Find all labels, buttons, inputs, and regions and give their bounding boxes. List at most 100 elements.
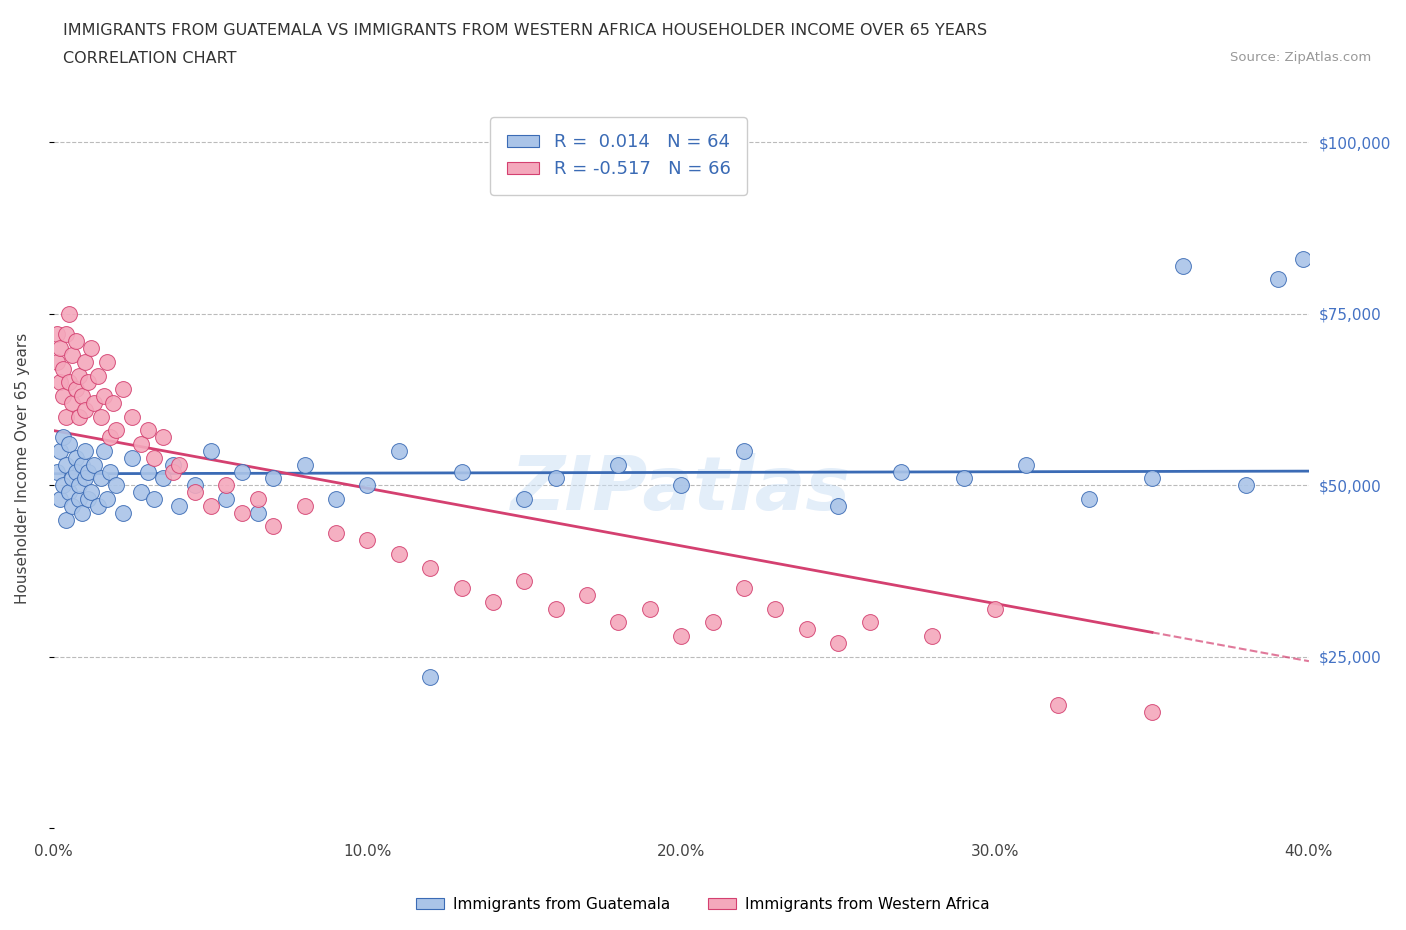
Point [49, 492, 72, 507]
Point [136, 423, 159, 438]
Point [70, 505, 93, 520]
Text: Source: ZipAtlas.com: Source: ZipAtlas.com [1230, 51, 1371, 64]
Point [49, 444, 72, 458]
Point [111, 505, 134, 520]
Point [143, 450, 166, 465]
Legend: R =  0.014   N = 64, R = -0.517   N = 66: R = 0.014 N = 64, R = -0.517 N = 66 [491, 117, 747, 194]
Point [246, 505, 269, 520]
Point [90, 471, 112, 485]
Point [93, 444, 115, 458]
Point [356, 478, 378, 493]
Point [96, 492, 118, 507]
Point [1291, 251, 1313, 266]
Point [733, 580, 755, 595]
Point [45, 354, 67, 369]
Point [62, 395, 84, 410]
Point [55, 327, 77, 342]
Point [162, 464, 184, 479]
Point [215, 478, 238, 493]
Point [1267, 272, 1289, 287]
Point [55, 409, 77, 424]
Point [513, 492, 536, 507]
Point [1015, 458, 1038, 472]
Point [98, 430, 121, 445]
Point [1140, 471, 1163, 485]
Point [544, 602, 567, 617]
Point [67, 478, 90, 493]
Point [419, 670, 441, 684]
Point [45, 327, 67, 342]
Point [65, 464, 87, 479]
Point [544, 471, 567, 485]
Point [49, 375, 72, 390]
Point [52, 430, 75, 445]
Point [890, 464, 912, 479]
Point [93, 389, 115, 404]
Point [450, 464, 472, 479]
Point [294, 458, 316, 472]
Point [184, 485, 207, 499]
Point [215, 492, 238, 507]
Point [419, 560, 441, 575]
Point [1078, 492, 1101, 507]
Point [58, 485, 80, 499]
Point [131, 485, 153, 499]
Point [96, 354, 118, 369]
Point [55, 512, 77, 527]
Point [105, 423, 128, 438]
Point [65, 382, 87, 397]
Point [607, 615, 630, 630]
Point [356, 533, 378, 548]
Point [325, 525, 347, 540]
Point [1234, 478, 1257, 493]
Point [77, 492, 100, 507]
Point [388, 444, 411, 458]
Point [733, 444, 755, 458]
Point [827, 635, 849, 650]
Text: CORRELATION CHART: CORRELATION CHART [63, 51, 236, 66]
Point [671, 629, 693, 644]
Y-axis label: Householder Income Over 65 years: Householder Income Over 65 years [15, 333, 30, 604]
Point [576, 588, 599, 603]
Point [58, 375, 80, 390]
Point [65, 450, 87, 465]
Point [121, 450, 143, 465]
Point [83, 395, 105, 410]
Point [67, 492, 90, 507]
Point [86, 368, 108, 383]
Point [325, 492, 347, 507]
Point [70, 389, 93, 404]
Legend: Immigrants from Guatemala, Immigrants from Western Africa: Immigrants from Guatemala, Immigrants fr… [411, 891, 995, 918]
Point [83, 458, 105, 472]
Point [65, 334, 87, 349]
Point [388, 547, 411, 562]
Point [763, 602, 786, 617]
Point [55, 458, 77, 472]
Point [200, 498, 222, 513]
Point [52, 478, 75, 493]
Point [70, 458, 93, 472]
Point [294, 498, 316, 513]
Point [162, 458, 184, 472]
Point [858, 615, 880, 630]
Point [167, 458, 190, 472]
Point [702, 615, 724, 630]
Point [49, 340, 72, 355]
Point [143, 492, 166, 507]
Point [671, 478, 693, 493]
Point [73, 354, 96, 369]
Point [73, 471, 96, 485]
Text: IMMIGRANTS FROM GUATEMALA VS IMMIGRANTS FROM WESTERN AFRICA HOUSEHOLDER INCOME O: IMMIGRANTS FROM GUATEMALA VS IMMIGRANTS … [63, 23, 987, 38]
Point [67, 368, 90, 383]
Point [80, 340, 103, 355]
Point [98, 464, 121, 479]
Point [200, 444, 222, 458]
Point [52, 389, 75, 404]
Point [152, 430, 174, 445]
Point [45, 464, 67, 479]
Point [231, 464, 253, 479]
Point [136, 464, 159, 479]
Point [62, 471, 84, 485]
Point [67, 409, 90, 424]
Point [62, 348, 84, 363]
